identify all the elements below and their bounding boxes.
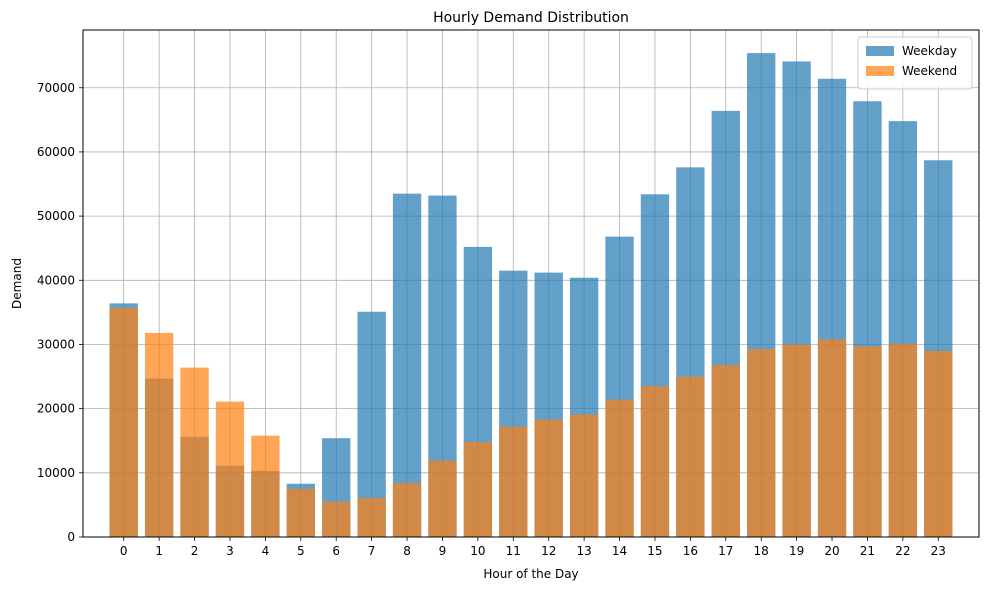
bar-weekend-21 — [853, 346, 882, 537]
bar-weekend-14 — [605, 399, 634, 537]
bar-weekend-16 — [676, 376, 705, 537]
x-tick-label: 6 — [332, 544, 340, 558]
bar-weekend-3 — [215, 401, 245, 537]
x-tick-label: 19 — [789, 544, 804, 558]
bar-weekend-17 — [711, 365, 740, 537]
x-tick-label: 1 — [155, 544, 163, 558]
x-tick-label: 3 — [226, 544, 234, 558]
bars — [109, 53, 953, 538]
bar-weekend-6 — [322, 501, 351, 537]
x-tick-label: 14 — [612, 544, 627, 558]
x-tick-label: 17 — [718, 544, 733, 558]
x-axis-label: Hour of the Day — [483, 567, 578, 581]
x-tick-label: 13 — [576, 544, 591, 558]
x-tick-label: 2 — [191, 544, 199, 558]
x-tick-label: 11 — [506, 544, 521, 558]
y-tick-label: 20000 — [37, 402, 75, 416]
bar-weekend-5 — [286, 488, 315, 537]
bar-weekend-10 — [463, 442, 493, 537]
x-tick-label: 12 — [541, 544, 556, 558]
bar-weekend-22 — [888, 343, 918, 537]
ticks: 0 1 2 3 4 5 6 7 8 9 10 11 12 13 14 15 16 17 18 19 20 21 22 2301… — [37, 81, 946, 558]
x-tick-label: 21 — [860, 544, 875, 558]
chart-title: Hourly Demand Distribution — [433, 10, 629, 26]
bar-weekend-9 — [428, 460, 457, 537]
x-tick-label: 9 — [439, 544, 447, 558]
legend-label-weekday: Weekday — [902, 44, 957, 58]
x-tick-label: 5 — [297, 544, 305, 558]
x-tick-label: 4 — [262, 544, 270, 558]
x-tick-label: 18 — [754, 544, 769, 558]
y-tick-label: 0 — [67, 530, 75, 544]
x-tick-label: 0 — [120, 544, 128, 558]
bar-weekend-0 — [109, 307, 138, 537]
bar-weekend-2 — [180, 367, 209, 537]
y-tick-label: 50000 — [37, 209, 75, 223]
bar-weekend-12 — [534, 419, 563, 537]
bar-weekend-13 — [569, 414, 599, 537]
bar-weekday-8 — [392, 193, 422, 537]
y-axis-label: Demand — [10, 258, 24, 309]
bar-weekend-8 — [392, 483, 422, 537]
y-tick-label: 40000 — [37, 273, 75, 287]
y-tick-label: 60000 — [37, 145, 75, 159]
x-tick-label: 22 — [895, 544, 910, 558]
x-tick-label: 7 — [368, 544, 376, 558]
bar-weekend-15 — [640, 386, 670, 537]
legend-swatch-weekend — [866, 66, 894, 76]
x-tick-label: 23 — [931, 544, 946, 558]
bar-weekend-4 — [251, 435, 280, 537]
legend-swatch-weekday — [866, 46, 894, 56]
y-tick-label: 10000 — [37, 466, 75, 480]
x-tick-label: 20 — [824, 544, 839, 558]
legend: Weekday Weekend — [857, 36, 973, 90]
y-tick-label: 30000 — [37, 337, 75, 351]
bar-weekend-23 — [924, 350, 953, 537]
bar-weekend-7 — [357, 497, 386, 537]
x-tick-label: 16 — [683, 544, 698, 558]
bar-weekend-20 — [817, 339, 847, 537]
bar-weekend-1 — [144, 332, 174, 537]
y-tick-label: 70000 — [37, 81, 75, 95]
plot-frame — [82, 29, 980, 538]
bar-weekend-19 — [782, 344, 811, 537]
bar-weekend-11 — [499, 426, 528, 537]
x-tick-label: 15 — [647, 544, 662, 558]
x-tick-label: 10 — [470, 544, 485, 558]
x-tick-label: 8 — [403, 544, 411, 558]
bar-weekend-18 — [747, 348, 776, 537]
legend-label-weekend: Weekend — [902, 64, 957, 78]
